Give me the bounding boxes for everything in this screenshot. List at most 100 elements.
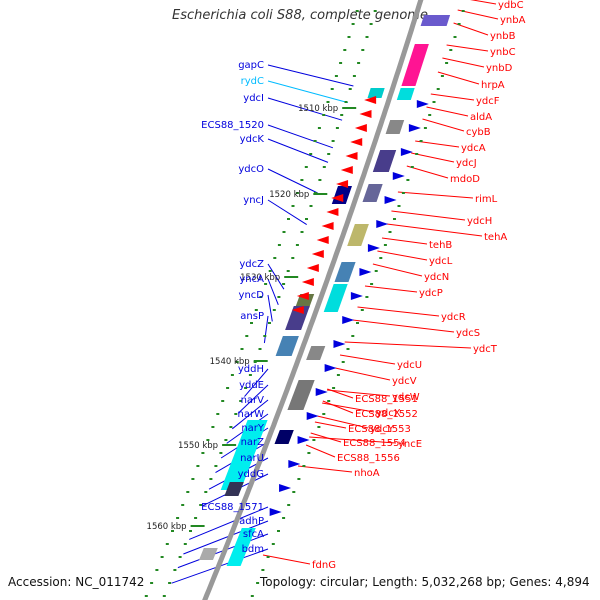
ring-dot	[189, 530, 192, 532]
leader-line	[470, 0, 497, 5]
gene-block	[372, 150, 397, 172]
ring-dot	[326, 101, 330, 103]
gene-arrow	[384, 196, 397, 204]
ring-dot	[168, 582, 172, 584]
ring-dot	[379, 257, 383, 259]
gene-arrow	[408, 124, 421, 132]
gene-arrow	[345, 152, 358, 160]
gene-label-right: ECS88_1552	[355, 409, 418, 420]
ring-dot	[287, 504, 291, 506]
genome-backbone	[144, 0, 465, 600]
ring-dot	[155, 569, 159, 571]
gene-label-left: narU	[240, 453, 264, 464]
leader-line	[446, 44, 489, 52]
gene-label-left: sfcA	[243, 529, 264, 540]
ring-dot	[221, 400, 225, 402]
label-leaders	[171, 0, 499, 584]
gene-block	[420, 15, 451, 26]
gene-arrow	[367, 244, 380, 252]
leader-line	[322, 400, 354, 414]
ring-dot	[178, 556, 182, 558]
leader-line	[339, 354, 396, 365]
gene-label-right: hrpA	[481, 80, 505, 91]
ring-dot	[268, 270, 272, 272]
ring-dot	[322, 413, 326, 415]
ring-dot	[206, 439, 210, 441]
gene-label-right: ydcW	[392, 392, 420, 403]
ring-dot	[302, 465, 306, 467]
ring-dot	[343, 49, 347, 51]
ring-dot	[300, 179, 304, 181]
ring-dot	[229, 426, 233, 428]
gene-block	[334, 262, 356, 282]
gene-arrow	[350, 138, 363, 146]
gene-label-right: ydcS	[456, 328, 480, 339]
gene-label-left: ansP	[240, 311, 264, 322]
ring-dot	[181, 504, 185, 506]
ring-dot	[322, 114, 326, 116]
gene-arrow	[316, 236, 329, 244]
gene-block	[224, 482, 244, 496]
gene-arrow	[336, 180, 349, 188]
gene-label-right: yncE	[398, 439, 422, 450]
gene-label-left: gapC	[238, 60, 264, 71]
ring-dot	[204, 491, 208, 493]
ring-dot	[271, 543, 275, 545]
gene-label-left: narW	[238, 409, 265, 420]
leader-line	[263, 315, 269, 344]
leader-line	[344, 341, 472, 349]
leader-line	[377, 250, 428, 261]
ring-dot	[356, 322, 359, 324]
ring-dot	[374, 270, 378, 272]
leader-line	[422, 118, 465, 132]
gene-label-right: ydcT	[473, 344, 498, 355]
leader-line	[326, 389, 391, 397]
kbp-tick-label: 1550 kbp	[178, 441, 218, 451]
ring-dot	[432, 101, 436, 103]
leader-line	[309, 436, 397, 444]
gene-arrow	[301, 278, 314, 286]
ring-dot	[339, 62, 343, 64]
gene-label-left: ECS88_1520	[201, 120, 264, 131]
leader-line	[237, 384, 269, 414]
gene-arrow	[279, 484, 292, 492]
ring-dot	[263, 335, 267, 337]
ring-dot	[282, 231, 286, 233]
gene-block	[323, 284, 348, 312]
gene-arrow	[269, 508, 282, 516]
gene-arrow	[297, 436, 310, 444]
leader-line	[267, 168, 318, 194]
ring-dot	[165, 543, 169, 545]
ring-dot	[373, 10, 377, 12]
ring-dot	[365, 36, 369, 38]
leader-line	[267, 124, 334, 149]
kbp-tick-label: 1560 kbp	[147, 522, 187, 532]
ring-dot	[344, 101, 348, 103]
ring-dot	[254, 309, 258, 311]
ring-dot	[194, 517, 198, 519]
ring-dot	[357, 62, 361, 64]
ring-dot	[183, 543, 187, 545]
gene-block	[385, 120, 405, 134]
leader-line	[442, 57, 485, 68]
gene-block	[367, 88, 385, 98]
gene-label-left: yddE	[239, 380, 264, 391]
gene-block	[362, 184, 383, 202]
gene-label-left: ydcZ	[239, 259, 264, 270]
ring-dot	[264, 283, 268, 285]
ring-dot	[240, 348, 244, 350]
leader-line	[317, 415, 369, 429]
ring-dot	[309, 153, 313, 155]
ring-dot	[410, 166, 414, 168]
gene-label-left: ydcO	[238, 164, 264, 175]
ring-dot	[370, 283, 374, 285]
kbp-tick-label: 1510 kbp	[298, 104, 338, 114]
leader-line	[314, 421, 347, 429]
ring-dot	[322, 166, 326, 168]
ring-dot	[351, 335, 355, 337]
gene-block	[401, 44, 429, 86]
ring-dot	[334, 75, 338, 77]
leader-line	[397, 191, 474, 199]
leader-line	[189, 506, 269, 540]
gene-arrow	[333, 340, 346, 348]
